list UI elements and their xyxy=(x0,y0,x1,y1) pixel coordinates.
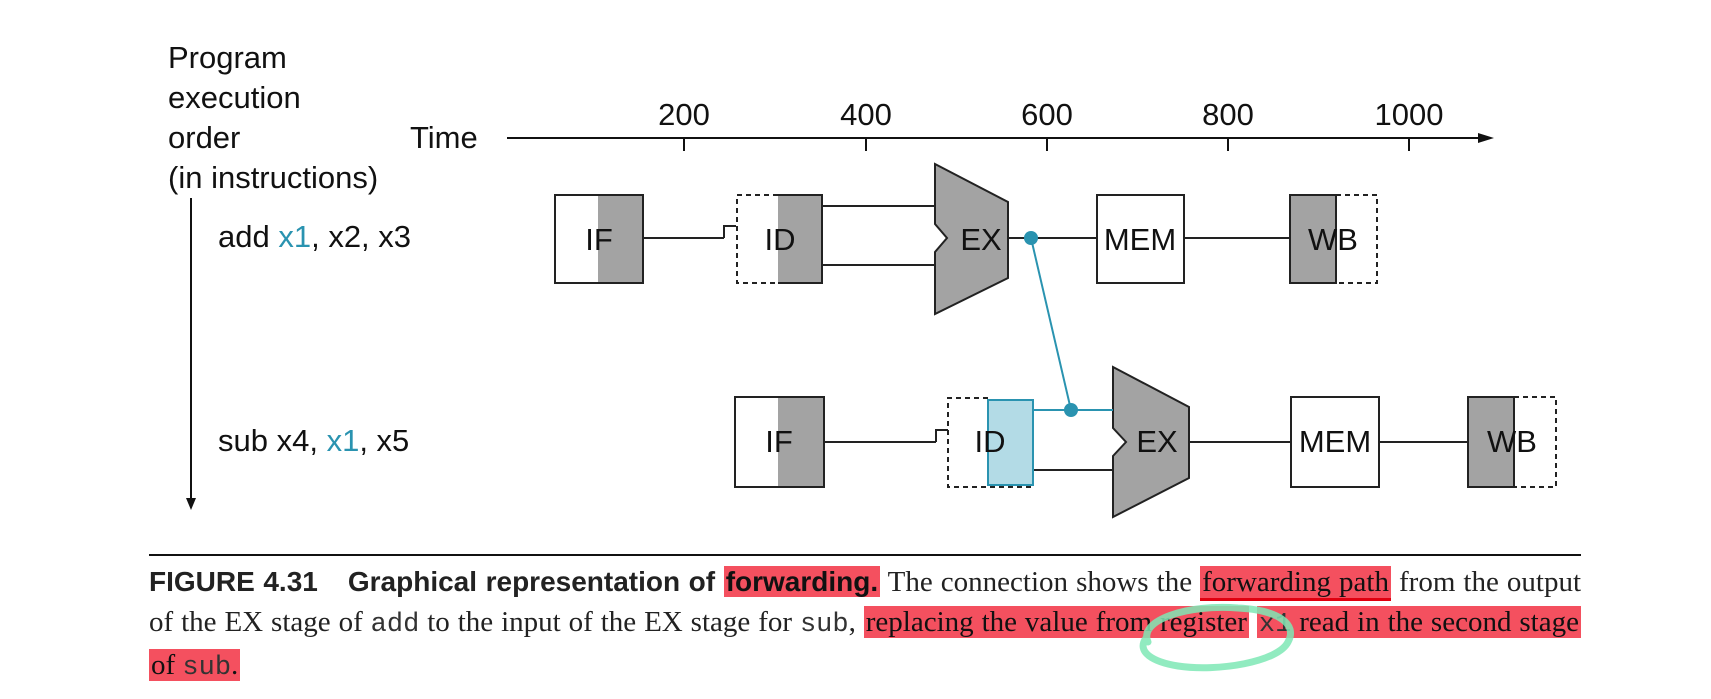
wire-hook-sub xyxy=(935,429,948,442)
stage-id-sub-label: ID xyxy=(975,424,1006,459)
stage-if-add-label: IF xyxy=(585,222,613,257)
tick-label-1000: 1000 xyxy=(1375,97,1444,132)
stage-if-sub-label: IF xyxy=(765,424,793,459)
caption-text-5: , xyxy=(848,606,864,638)
alu-shape-add xyxy=(934,162,1009,316)
forward-dest-dot xyxy=(1064,403,1078,417)
stage-if-add-box xyxy=(554,194,644,284)
stage-mem-sub-label: MEM xyxy=(1299,424,1371,459)
stage-wb-sub-label: WB xyxy=(1487,424,1537,459)
stage-id-sub: ID xyxy=(947,397,1034,488)
stage-wb-add: WB xyxy=(1289,194,1378,284)
caption-text-1: The connection shows the xyxy=(880,566,1201,598)
stage-id-sub-dashed-half xyxy=(947,397,1033,488)
forward-source-dot xyxy=(1024,231,1038,245)
figure-caption: FIGURE 4.31 Graphical representation of f… xyxy=(149,562,1581,688)
tick-label-400: 400 xyxy=(840,97,892,132)
stage-mem-add-label: MEM xyxy=(1104,222,1176,257)
instruction-label-add: add x1, x2, x3 xyxy=(218,219,411,254)
wire-hook-add xyxy=(723,225,736,238)
time-label: Time xyxy=(410,120,478,155)
stage-id-sub-highlight xyxy=(987,399,1034,486)
order-label-line-1: Program xyxy=(168,40,287,75)
order-axis-arrowhead xyxy=(186,498,196,510)
stage-id-add-shade xyxy=(778,195,822,283)
figure-number: FIGURE 4.31 xyxy=(149,566,318,597)
figure-title-highlight: forwarding. xyxy=(723,566,881,597)
stage-if-sub-shade xyxy=(778,397,824,487)
time-axis-arrowhead xyxy=(1478,133,1494,143)
stage-if-sub: IF xyxy=(734,396,825,488)
stage-wb-sub-shade xyxy=(1467,396,1515,488)
stage-id-add: ID xyxy=(736,194,823,284)
caption-text-8: . xyxy=(231,649,239,681)
stage-ex-sub: EX xyxy=(1112,365,1190,519)
tick-label-200: 200 xyxy=(658,97,710,132)
stage-wb-sub-dashed-half xyxy=(1514,396,1557,488)
figure-title: Graphical representation of xyxy=(347,566,724,597)
instruction-label-sub: sub x4, x1, x5 xyxy=(218,423,409,458)
alu-shape-sub xyxy=(1112,365,1190,519)
pipeline-row-sub: IF ID EX MEM WB xyxy=(734,365,1557,519)
stage-ex-add-label: EX xyxy=(960,222,1002,257)
stage-wb-sub: WB xyxy=(1467,396,1557,488)
caption-text-4: to the input of the EX stage for xyxy=(419,606,800,638)
order-label-line-2: execution xyxy=(168,80,301,115)
stage-wb-add-label: WB xyxy=(1308,222,1358,257)
stage-mem-sub: MEM xyxy=(1290,396,1380,488)
stage-ex-sub-label: EX xyxy=(1136,424,1178,459)
stage-if-add: IF xyxy=(554,194,644,284)
order-label-line-4: (in instructions) xyxy=(168,160,378,195)
tick-label-800: 800 xyxy=(1202,97,1254,132)
forward-diagonal xyxy=(1030,237,1072,411)
caption-code-sub-2: sub xyxy=(182,653,232,683)
stage-mem-sub-box xyxy=(1290,396,1380,488)
pipeline-row-add: IF ID EX MEM WB xyxy=(554,162,1378,316)
order-label-line-3: order xyxy=(168,120,240,155)
caption-text-3: from the output of the EX stage of xyxy=(149,566,1582,638)
stage-id-add-solid-half xyxy=(778,194,823,284)
stage-id-add-label: ID xyxy=(765,222,796,257)
stage-if-add-shade xyxy=(598,195,643,283)
caption-code-x1: x1 xyxy=(1258,610,1292,640)
caption-code-add: add xyxy=(370,610,420,640)
caption-code-sub: sub xyxy=(799,610,849,640)
tick-label-600: 600 xyxy=(1021,97,1073,132)
stage-if-sub-box xyxy=(734,396,825,488)
stage-mem-add-box xyxy=(1096,194,1185,284)
stage-id-add-dashed-half xyxy=(736,194,778,284)
stage-wb-add-dashed-half xyxy=(1336,194,1378,284)
caption-text-7: read in the second stage of xyxy=(151,606,1579,681)
caption-highlight-replacing: replacing the value from register xyxy=(863,606,1249,638)
stage-wb-add-shade xyxy=(1289,194,1337,284)
stage-mem-add: MEM xyxy=(1096,194,1185,284)
pipeline-diagram: Program execution order (in instructions… xyxy=(149,40,1581,556)
caption-highlight-forwarding-path: forwarding path xyxy=(1200,566,1391,601)
stage-ex-add: EX xyxy=(934,162,1009,316)
